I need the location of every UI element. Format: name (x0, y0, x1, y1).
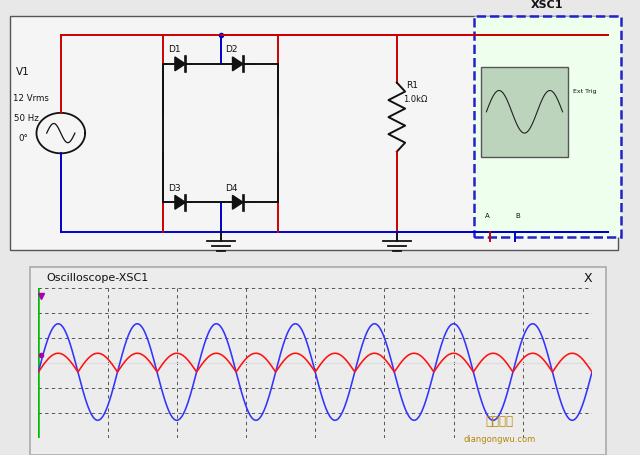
Text: Ext Trig: Ext Trig (573, 89, 596, 94)
Text: 50 Hz: 50 Hz (14, 114, 39, 123)
Polygon shape (175, 195, 186, 209)
Polygon shape (232, 195, 243, 209)
Text: XSC1: XSC1 (531, 0, 563, 10)
Text: A: A (485, 213, 490, 219)
FancyBboxPatch shape (481, 66, 568, 157)
Text: D4: D4 (225, 183, 238, 192)
Text: D3: D3 (168, 183, 180, 192)
Text: D2: D2 (225, 45, 238, 54)
FancyBboxPatch shape (474, 16, 621, 237)
Text: 电工之屋: 电工之屋 (485, 415, 513, 428)
Text: 12 Vrms: 12 Vrms (13, 94, 49, 103)
FancyBboxPatch shape (30, 267, 606, 455)
Text: diangongwu.com: diangongwu.com (463, 435, 535, 444)
FancyBboxPatch shape (10, 16, 618, 250)
Text: V1: V1 (16, 66, 29, 76)
Text: 0°: 0° (18, 133, 28, 142)
Text: X: X (583, 272, 592, 285)
Polygon shape (175, 57, 186, 71)
Text: Oscilloscope-XSC1: Oscilloscope-XSC1 (46, 273, 148, 283)
Text: B: B (515, 213, 520, 219)
Polygon shape (232, 57, 243, 71)
Text: R1: R1 (406, 81, 419, 90)
Text: 1.0kΩ: 1.0kΩ (403, 95, 428, 104)
Text: D1: D1 (168, 45, 180, 54)
